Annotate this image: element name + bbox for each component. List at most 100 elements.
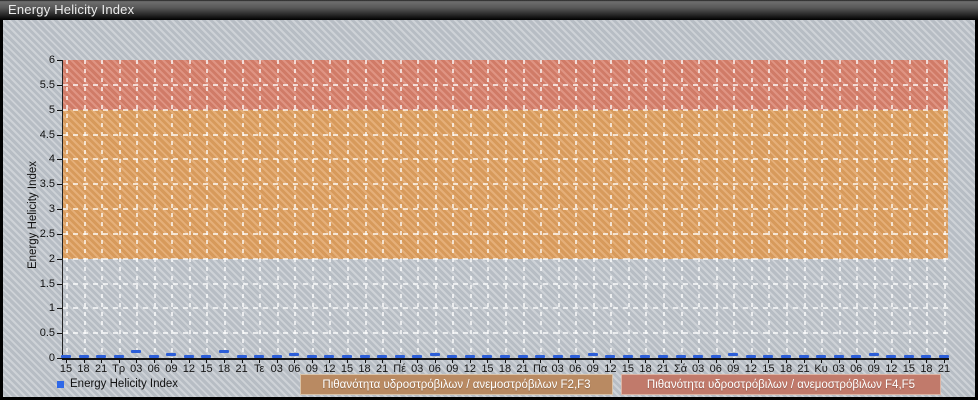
x-axis-tick bbox=[663, 360, 665, 363]
x-axis-tick bbox=[364, 360, 366, 363]
x-tick-label: Τρ bbox=[112, 363, 126, 375]
ehi-series-dash bbox=[816, 355, 827, 358]
x-tick-label: 06 bbox=[288, 363, 301, 375]
x-tick-label: 15 bbox=[762, 363, 775, 375]
y-tick-label: 5.5 bbox=[39, 78, 55, 91]
zone-label-f45-text: Πιθανότητα υδροστρόβιλων / ανεμοστρόβιλω… bbox=[646, 378, 916, 391]
x-tick-label: 09 bbox=[727, 363, 740, 375]
x-tick-label: 15 bbox=[902, 363, 915, 375]
x-axis-tick bbox=[856, 360, 858, 363]
x-axis-tick bbox=[715, 360, 717, 363]
ehi-series-dash bbox=[500, 355, 510, 358]
x-tick-label: 18 bbox=[920, 363, 933, 375]
x-axis-tick bbox=[399, 360, 401, 363]
x-tick-label: 15 bbox=[481, 363, 494, 375]
ehi-series-dash bbox=[464, 355, 475, 358]
x-axis-tick bbox=[627, 360, 629, 363]
ehi-series-dash bbox=[394, 355, 405, 358]
x-tick-label: 18 bbox=[498, 363, 512, 375]
y-tick-label: 6 bbox=[48, 54, 55, 66]
x-axis-tick bbox=[908, 360, 910, 363]
x-tick-label: 18 bbox=[217, 363, 231, 375]
y-axis-tick bbox=[57, 233, 62, 235]
y-axis-tick bbox=[57, 358, 62, 359]
ehi-series-dash bbox=[236, 355, 247, 358]
ehi-series-dash bbox=[605, 355, 616, 358]
ehi-series-dash bbox=[131, 350, 142, 353]
zone-label-f45: Πιθανότητα υδροστρόβιλων / ανεμοστρόβιλω… bbox=[621, 374, 941, 395]
ehi-series-dash bbox=[763, 355, 774, 358]
ehi-series-dash bbox=[113, 355, 124, 358]
x-axis-tick bbox=[206, 360, 208, 363]
chart-canvas: 15 18 21 Τρ 03 06 09 12 15 18 21 Τε 03 06 09 12 15 18 21 Πέ… bbox=[3, 20, 975, 397]
x-axis-tick bbox=[171, 360, 173, 363]
x-axis-tick bbox=[66, 360, 67, 363]
x-tick-label: 15 bbox=[340, 363, 354, 375]
x-tick-label: 15 bbox=[200, 363, 213, 375]
ehi-series-dash bbox=[201, 355, 212, 358]
x-axis-tick bbox=[838, 360, 840, 363]
y-tick-label: 0 bbox=[48, 352, 55, 364]
grid-line-horizontal bbox=[63, 158, 949, 161]
x-tick-label: 18 bbox=[77, 363, 90, 375]
ehi-series-dash bbox=[359, 355, 370, 358]
x-tick-label: 21 bbox=[797, 363, 810, 375]
x-axis-tick bbox=[926, 360, 928, 363]
ehi-series-dash bbox=[289, 353, 300, 356]
x-tick-label: 21 bbox=[937, 363, 951, 375]
grid-line-horizontal bbox=[63, 183, 949, 186]
x-axis-tick bbox=[785, 360, 787, 363]
x-tick-label: 03 bbox=[692, 363, 705, 375]
plot-area bbox=[62, 60, 949, 358]
ehi-series-dash bbox=[552, 355, 563, 358]
x-tick-label: 12 bbox=[182, 363, 196, 375]
y-tick-label: 2 bbox=[48, 252, 55, 265]
ehi-series-dash bbox=[939, 355, 949, 358]
y-axis-title: Energy Helicity Index bbox=[27, 161, 39, 269]
x-axis-tick bbox=[891, 360, 893, 363]
x-axis-tick bbox=[610, 360, 612, 363]
x-tick-label: 06 bbox=[850, 363, 863, 375]
x-axis-tick bbox=[522, 360, 524, 363]
x-axis-line bbox=[62, 358, 949, 360]
x-axis-tick bbox=[733, 360, 735, 363]
x-tick-label: 03 bbox=[551, 363, 564, 375]
x-axis-tick bbox=[645, 360, 647, 363]
ehi-series-dash bbox=[148, 355, 159, 358]
x-axis-tick bbox=[821, 360, 823, 363]
ehi-series-dash bbox=[341, 355, 352, 358]
x-tick-label: 09 bbox=[867, 363, 880, 375]
x-axis-tick bbox=[768, 360, 770, 363]
x-axis-tick bbox=[188, 360, 190, 363]
x-axis-tick bbox=[680, 360, 682, 363]
grid-line-horizontal bbox=[63, 282, 949, 285]
x-axis-tick bbox=[259, 360, 261, 363]
y-tick-label: 1.5 bbox=[39, 277, 55, 290]
x-tick-label: 09 bbox=[165, 363, 178, 375]
y-axis-tick bbox=[57, 258, 62, 260]
x-tick-label: Πα bbox=[532, 363, 548, 375]
x-tick-label: 18 bbox=[639, 363, 652, 375]
x-axis-tick bbox=[417, 360, 419, 363]
y-tick-label: 3 bbox=[48, 203, 55, 215]
x-axis-tick bbox=[873, 360, 875, 363]
legend-series-label: Energy Helicity Index bbox=[70, 378, 179, 390]
ehi-series-dash bbox=[412, 355, 423, 358]
y-axis-tick bbox=[57, 333, 62, 335]
x-axis-tick bbox=[592, 360, 594, 363]
x-axis-tick bbox=[83, 360, 85, 363]
x-axis-tick bbox=[224, 360, 226, 363]
x-axis-tick bbox=[294, 360, 296, 363]
x-tick-label: 03 bbox=[130, 363, 143, 375]
y-axis-tick bbox=[57, 184, 62, 186]
x-axis-tick bbox=[487, 360, 489, 363]
y-axis-title-text: Energy Helicity Index bbox=[27, 160, 39, 270]
x-axis-tick bbox=[557, 360, 559, 363]
x-axis-tick bbox=[540, 360, 542, 363]
ehi-series-dash bbox=[482, 355, 493, 358]
grid-line-horizontal bbox=[63, 332, 949, 335]
y-tick-label: 3.5 bbox=[39, 178, 55, 191]
y-axis-tick bbox=[57, 84, 62, 86]
ehi-series-dash bbox=[675, 355, 686, 358]
